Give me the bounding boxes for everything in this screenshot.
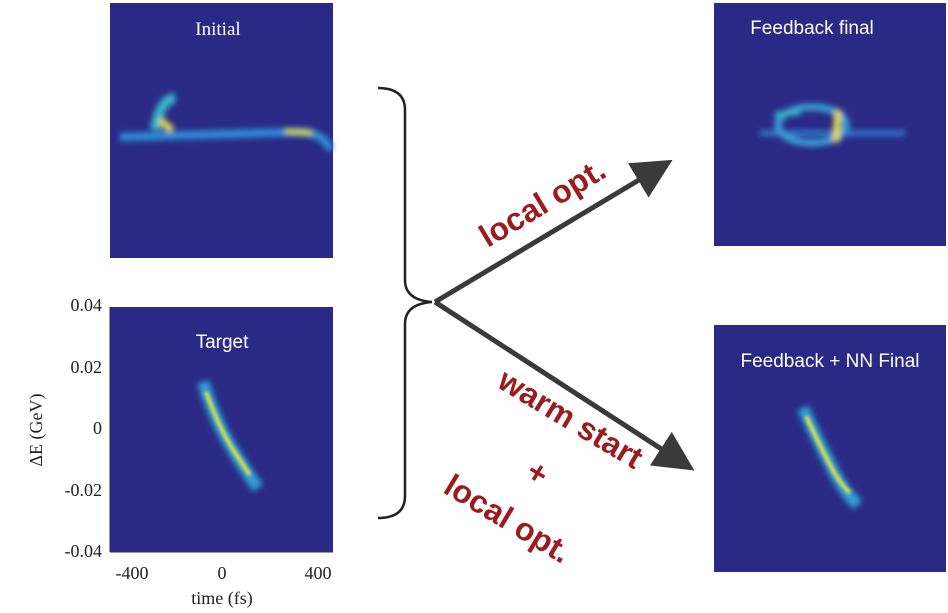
y-tick-label: -0.02 (65, 480, 103, 500)
panel-feedback-final: Feedback final (714, 3, 946, 246)
y-tick-label: 0 (93, 418, 102, 438)
panel-target: Target 0.04 0.02 0 -0.02 -0.04 -400 0 40… (26, 295, 333, 609)
x-tick-label: 0 (218, 563, 227, 583)
panel-title: Target (196, 332, 250, 353)
x-axis-label: time (fs) (191, 588, 252, 609)
page: Initial Target 0.04 0.02 0 -0.02 -0.04 -… (0, 0, 948, 613)
y-axis-label: ΔE (GeV) (26, 393, 47, 466)
panel-title: Initial (195, 19, 240, 40)
arrow-label: warm start (491, 361, 649, 476)
panel-title: Feedback + NN Final (741, 351, 920, 372)
y-tick-label: 0.02 (71, 357, 103, 377)
arrow (435, 302, 686, 465)
heatmap (714, 3, 946, 246)
panel-feedback-nn-final: Feedback + NN Final (714, 325, 946, 572)
x-tick-label: -400 (116, 563, 149, 583)
y-tick-label: -0.04 (65, 541, 103, 561)
x-tick-label: 400 (305, 563, 332, 583)
diagram: Initial Target 0.04 0.02 0 -0.02 -0.04 -… (0, 0, 948, 613)
brace (378, 88, 432, 518)
arrow-label: + (520, 452, 555, 492)
panel-title: Feedback final (750, 18, 874, 39)
y-tick-label: 0.04 (71, 295, 103, 315)
panel-initial: Initial (110, 3, 333, 258)
arrow-label: local opt. (438, 467, 577, 570)
